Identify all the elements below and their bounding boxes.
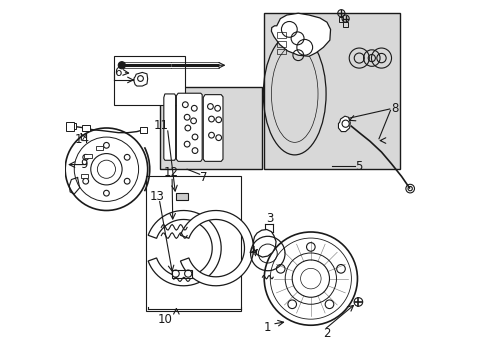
Polygon shape xyxy=(134,72,147,86)
Text: 6: 6 xyxy=(114,66,122,79)
Bar xyxy=(277,32,286,38)
Polygon shape xyxy=(203,95,223,161)
Bar xyxy=(84,154,91,158)
Text: 12: 12 xyxy=(163,166,178,179)
Text: 11: 11 xyxy=(154,119,168,132)
Text: 5: 5 xyxy=(354,160,362,173)
Text: 8: 8 xyxy=(390,103,398,116)
Polygon shape xyxy=(180,211,253,286)
Bar xyxy=(113,56,185,105)
Text: 7: 7 xyxy=(199,171,206,184)
Bar xyxy=(81,174,88,179)
Circle shape xyxy=(118,62,125,69)
Bar xyxy=(96,145,103,150)
Bar xyxy=(69,123,76,129)
Bar xyxy=(145,176,241,311)
Bar xyxy=(277,49,286,54)
Bar xyxy=(343,22,347,27)
Bar xyxy=(140,127,147,133)
Polygon shape xyxy=(176,93,202,161)
Bar xyxy=(175,193,188,200)
Text: 10: 10 xyxy=(158,312,173,326)
Text: 1: 1 xyxy=(264,321,271,334)
Text: 3: 3 xyxy=(265,212,273,225)
Polygon shape xyxy=(271,13,330,56)
Bar xyxy=(66,122,74,131)
Polygon shape xyxy=(148,211,221,286)
Text: 14: 14 xyxy=(75,133,90,146)
Polygon shape xyxy=(163,94,175,160)
Text: 13: 13 xyxy=(149,190,164,203)
Bar xyxy=(277,41,286,46)
Bar xyxy=(82,125,89,131)
Text: 9: 9 xyxy=(80,158,87,171)
Text: 2: 2 xyxy=(323,327,330,340)
Bar xyxy=(160,87,262,169)
Bar xyxy=(339,17,343,22)
Polygon shape xyxy=(253,229,276,257)
Polygon shape xyxy=(338,116,349,132)
Bar xyxy=(264,13,400,169)
Text: 4: 4 xyxy=(248,245,256,258)
Bar xyxy=(172,270,191,278)
